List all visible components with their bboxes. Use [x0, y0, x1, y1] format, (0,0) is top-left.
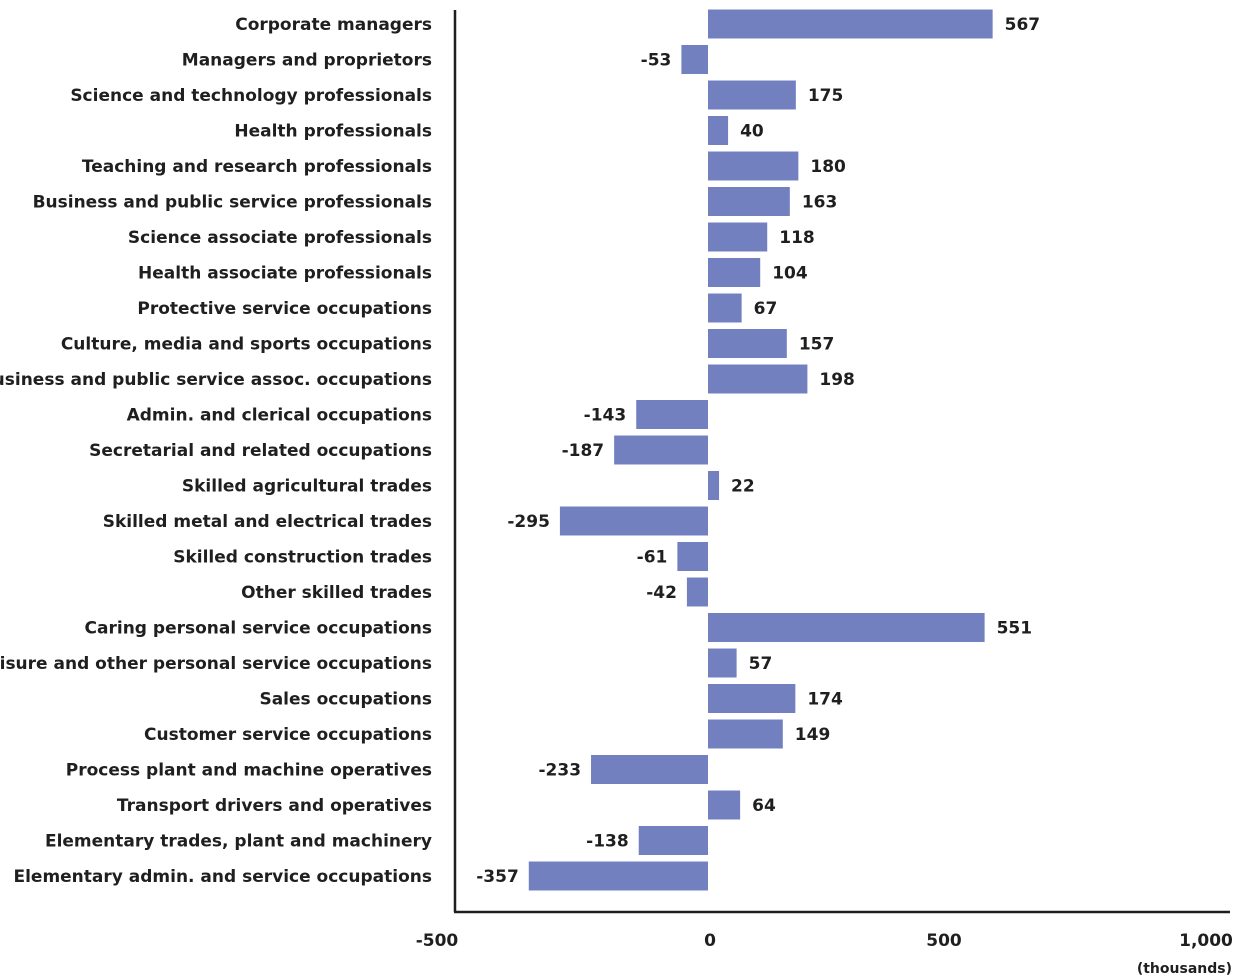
data-label: 67	[754, 299, 778, 319]
category-label: Customer service occupations	[144, 725, 432, 745]
bars-layer	[528, 9, 993, 891]
data-label: 40	[740, 122, 764, 142]
category-label: Sales occupations	[259, 690, 432, 710]
category-label: Secretarial and related occupations	[89, 441, 432, 461]
category-label: Health associate professionals	[138, 264, 432, 284]
data-label: 57	[749, 654, 773, 674]
bar	[677, 542, 708, 571]
bar	[708, 187, 790, 216]
category-label: Caring personal service occupations	[85, 619, 432, 639]
category-label: Elementary trades, plant and machinery	[45, 832, 432, 852]
category-labels: Corporate managers Managers and proprieto…	[0, 15, 432, 887]
category-label: Skilled metal and electrical trades	[103, 512, 432, 532]
data-label: -233	[538, 761, 581, 781]
bar	[708, 293, 742, 323]
bar	[708, 613, 985, 642]
bar	[708, 329, 787, 358]
data-label: -143	[584, 406, 627, 426]
category-label: Admin. and clerical occupations	[127, 406, 432, 426]
x-axis-ticks: -500 0 500 1,000	[416, 931, 1233, 951]
category-label: Elementary admin. and service occupation…	[13, 867, 432, 887]
x-tick-label: 0	[704, 931, 716, 951]
category-label: Science associate professionals	[128, 228, 432, 248]
category-label: Culture, media and sports occupations	[61, 335, 432, 355]
bar	[614, 435, 708, 465]
category-label: Business and public service professional…	[33, 193, 432, 213]
bar	[708, 364, 808, 394]
category-label: Business and public service assoc. occup…	[0, 370, 432, 390]
data-label: -357	[476, 867, 519, 887]
x-axis-unit-label: (thousands)	[1137, 961, 1232, 977]
category-label: Skilled construction trades	[173, 548, 432, 568]
bar	[681, 45, 708, 74]
category-label: Protective service occupations	[137, 299, 432, 319]
category-label: Other skilled trades	[241, 583, 432, 603]
data-label: -295	[507, 512, 550, 532]
data-label: 175	[808, 86, 844, 106]
category-label: Corporate managers	[235, 15, 432, 35]
x-tick-label: 500	[926, 931, 962, 951]
category-label: Science and technology professionals	[70, 86, 432, 106]
data-label: -42	[646, 583, 677, 603]
data-label: -53	[641, 51, 672, 71]
bar	[708, 719, 783, 749]
bar	[708, 80, 796, 110]
data-label: 22	[731, 477, 755, 497]
category-label: Health professionals	[234, 122, 432, 142]
data-label: -187	[562, 441, 605, 461]
bar	[708, 684, 796, 713]
bar	[686, 577, 708, 607]
bar	[591, 755, 708, 784]
value-labels: 567 -53 175 40 180 163 118 104 67 157 198 -143 -187 2…	[476, 15, 1040, 887]
data-label: 198	[819, 370, 855, 390]
data-label: 567	[1005, 15, 1041, 35]
category-label: Process plant and machine operatives	[66, 761, 432, 781]
data-label: 551	[997, 619, 1033, 639]
bar	[708, 222, 768, 252]
bar	[636, 400, 708, 429]
bar	[528, 861, 708, 891]
category-label: Managers and proprietors	[182, 51, 432, 71]
data-label: 174	[807, 690, 843, 710]
category-label: Teaching and research professionals	[82, 157, 432, 177]
bar	[708, 648, 737, 678]
data-label: 163	[802, 193, 838, 213]
bar	[559, 506, 708, 536]
bar	[638, 826, 708, 855]
category-label: Leisure and other personal service occup…	[0, 654, 432, 674]
data-label: -138	[586, 832, 629, 852]
bar	[708, 258, 761, 287]
bar	[708, 790, 741, 820]
data-label: 104	[772, 264, 808, 284]
bar	[708, 116, 729, 145]
category-label: Skilled agricultural trades	[182, 477, 432, 497]
x-tick-label: -500	[416, 931, 459, 951]
data-label: 118	[779, 228, 815, 248]
x-tick-label: 1,000	[1179, 931, 1233, 951]
category-label: Transport drivers and operatives	[117, 796, 432, 816]
bar	[708, 471, 720, 500]
data-label: -61	[637, 548, 668, 568]
data-label: 149	[795, 725, 831, 745]
bar	[708, 151, 799, 181]
bar	[708, 9, 993, 39]
data-label: 157	[799, 335, 835, 355]
data-label: 64	[752, 796, 776, 816]
data-label: 180	[810, 157, 846, 177]
